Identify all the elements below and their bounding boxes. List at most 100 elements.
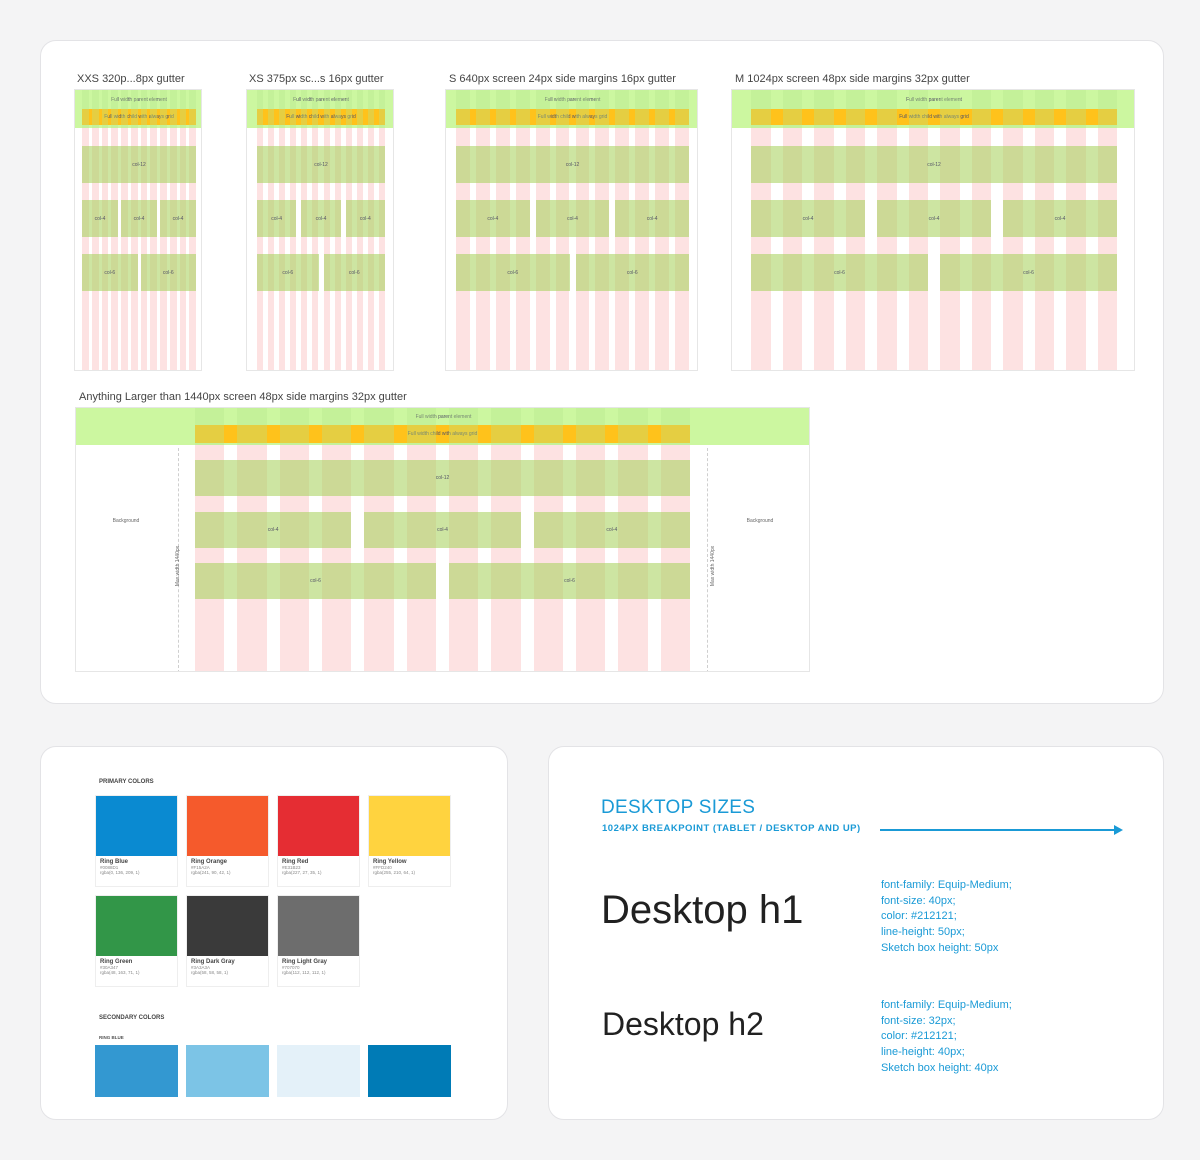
grid-row-block [364,512,521,548]
frame-label-xs: XS 375px sc...s 16px gutter [249,73,384,85]
grid-row-block [751,254,928,291]
child-band-label: Full width child with always grid [407,431,478,437]
band-column-overlay [491,408,521,445]
grid-row-block [575,254,689,291]
color-swatch-fill [96,896,177,956]
band-column-overlay [635,90,650,128]
grid-row-label: col-6 [348,269,360,276]
grid-row-label: col-6 [282,269,294,276]
band-column-overlay [908,90,928,128]
child-band [456,109,689,125]
band-column-overlay [971,90,991,128]
grid-row-block [82,254,138,291]
grid-row-label: col-6 [310,578,321,584]
grid-row-block [345,200,385,237]
band-column-overlay [940,90,960,128]
grid-row-label: col-12 [314,161,328,168]
grid-row-label: col-12 [435,475,450,481]
colors-card: PRIMARY COLORS SECONDARY COLORS RING BLU… [40,746,508,1120]
band-column-overlay [160,90,167,128]
grid-row-block [301,200,341,237]
band-column-overlay [576,408,606,445]
color-hex: #F15A2A [191,865,210,870]
band-column-overlay [675,90,689,128]
color-name: Ring Yellow [373,859,407,865]
desktop-h1-sample: Desktop h1 [601,888,804,932]
band-column-overlay [101,90,109,128]
parent-band-label: Full width parent element [111,96,167,103]
color-swatch-info: Ring Yellow #FFD240 rgba(255, 210, 64, 1) [373,859,448,875]
color-swatch: Ring Green #30A347 rgba(48, 163, 71, 1) [95,895,178,987]
grid-row-block [82,146,196,183]
grid-row-block [257,254,319,291]
child-band [195,425,690,443]
h2-spec-line: Sketch box height: 40px [881,1061,999,1074]
band-column-overlay [195,408,225,445]
grid-row-label: col-4 [315,215,327,222]
band-column-overlay [378,90,385,128]
grid-row-block [160,200,196,237]
band-column-overlay [140,90,148,128]
band-column-overlay [535,90,550,128]
color-name: Ring Light Gray [282,959,327,965]
max-width-guide-right [707,448,708,671]
grid-row-block [456,254,570,291]
background-label-left: Background [112,518,140,524]
color-rgb: rgba(0, 136, 209, 1) [100,870,140,875]
grid-row-label: col-6 [626,269,638,276]
color-rgb: rgba(255, 210, 64, 1) [373,870,416,875]
frame-label-large: Anything Larger than 1440px screen 48px … [79,391,407,403]
band-column-overlay [111,90,118,128]
color-hex: #FFD240 [373,865,392,870]
band-column-overlay [595,90,610,128]
band-column-overlay [782,90,802,128]
band-column-overlay [495,90,510,128]
grid-row-label: col-6 [162,269,174,276]
grid-frame-large: Full width parent element Full width chil… [75,407,810,672]
band-column-overlay [323,90,330,128]
grid-row-label: col-4 [606,527,618,533]
h1-spec-line: Sketch box height: 50px [881,941,999,954]
color-swatch-fill [278,896,359,956]
child-band-label: Full width child with always grid [104,114,174,120]
band-column-overlay [475,90,490,128]
grid-row-label: col-4 [437,527,448,533]
band-column-overlay [91,90,99,128]
secondary-color-swatch [95,1045,178,1097]
grid-row-label: col-4 [802,215,814,222]
child-band [82,109,196,125]
child-band-label: Full width child with always grid [286,114,356,120]
grid-row-block [257,200,297,237]
arrow-right-icon [1114,825,1123,835]
band-column-overlay [1097,90,1117,128]
grid-row-label: col-12 [132,161,146,168]
band-column-overlay [334,90,341,128]
grid-row-block [121,200,157,237]
secondary-colors-subtitle: RING BLUE [99,1035,124,1040]
grid-row-label: col-4 [646,215,658,222]
grid-row-label: col-6 [507,269,519,276]
color-hex: #E31B23 [282,865,301,870]
background-label-right: Background [746,518,774,524]
grid-frame-s: Full width parent element Full width chil… [445,89,698,371]
color-swatch-info: Ring Light Gray #707070 rgba(112, 112, 112… [282,959,357,975]
band-column-overlay [1034,90,1054,128]
grid-row-block [195,460,690,496]
grid-row-label: col-4 [567,215,578,222]
color-swatch: Ring Dark Gray #3A3A3A rgba(58, 58, 58, 1) [186,895,269,987]
grid-row-block [940,254,1117,291]
desktop-h2-specs: font-family: Equip-Medium; font-size: 32… [881,998,1012,1077]
grid-row-label: col-12 [927,161,941,168]
band-column-overlay [356,90,363,128]
grid-row-label: col-4 [94,215,106,222]
band-column-overlay [515,90,530,128]
grid-row-block [751,146,1117,183]
grid-row-label: col-4 [1054,215,1066,222]
grid-row-label: col-6 [564,578,575,584]
band-column-overlay [449,408,479,445]
color-rgb: rgba(48, 163, 71, 1) [100,970,140,975]
band-column-overlay [301,90,308,128]
grid-row-label: col-4 [172,215,184,222]
band-column-overlay [406,408,436,445]
grid-row-block [533,512,690,548]
